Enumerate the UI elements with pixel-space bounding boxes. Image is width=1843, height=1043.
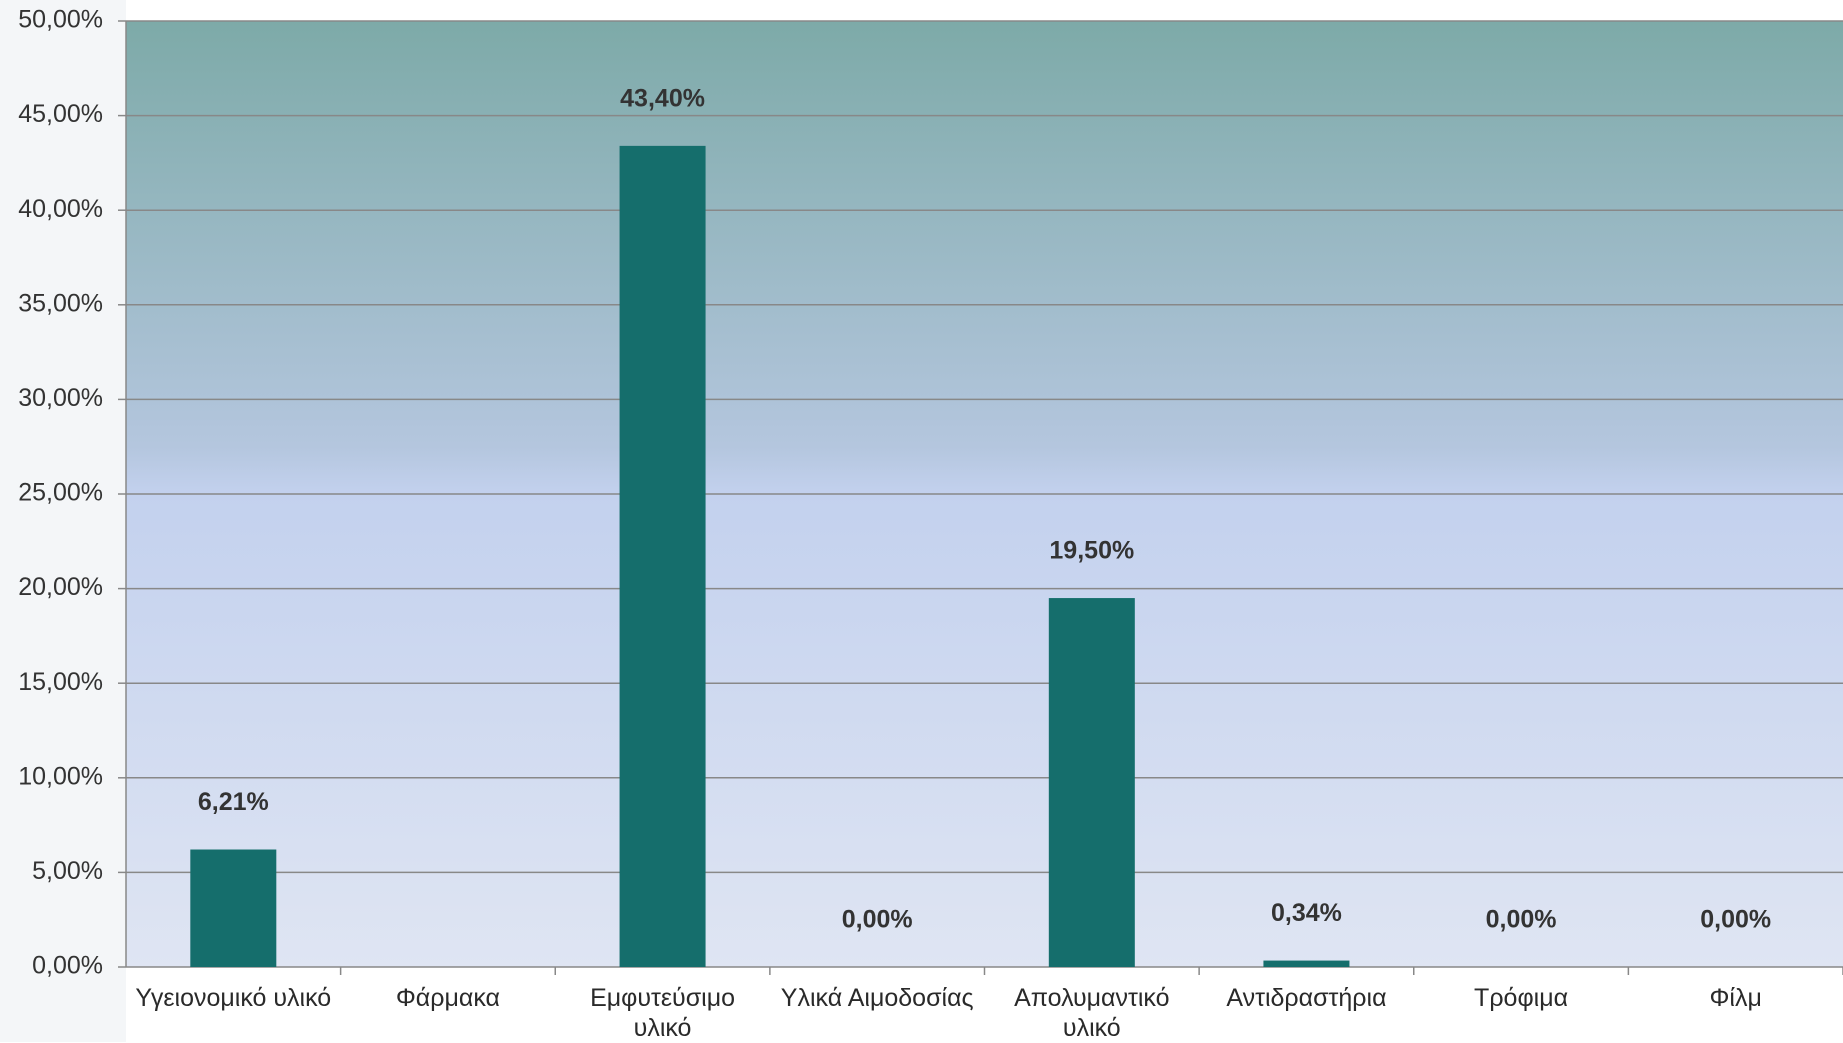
y-tick-label: 15,00% xyxy=(18,668,103,696)
data-label: 0,34% xyxy=(1271,899,1342,927)
x-tick-label: Φάρμακα xyxy=(395,984,500,1012)
data-label: 0,00% xyxy=(1486,906,1557,934)
bar xyxy=(190,849,277,967)
x-tick-label: Υγειονομικό υλικό xyxy=(135,984,332,1012)
data-label: 0,00% xyxy=(842,906,913,934)
y-tick-label: 40,00% xyxy=(18,195,103,223)
data-label: 43,40% xyxy=(620,84,705,112)
bar xyxy=(1263,960,1350,967)
bar xyxy=(619,145,706,967)
y-tick-label: 5,00% xyxy=(32,857,103,885)
x-tick-label: Εμφυτεύσιμο υλικό xyxy=(590,984,736,1042)
x-tick-label: Απολυμαντικό υλικό xyxy=(1014,984,1170,1042)
y-tick-label: 35,00% xyxy=(18,289,103,317)
y-tick-label: 0,00% xyxy=(32,952,103,980)
x-tick-label: Υλικά Αιμοδοσίας xyxy=(780,984,974,1012)
data-label: 0,00% xyxy=(1700,906,1771,934)
data-label: 19,50% xyxy=(1049,537,1134,565)
y-tick-label: 20,00% xyxy=(18,573,103,601)
x-tick-label: Αντιδραστήρια xyxy=(1226,984,1387,1012)
y-tick-label: 45,00% xyxy=(18,100,103,128)
x-tick-label: Τρόφιμα xyxy=(1474,984,1569,1012)
y-tick-label: 25,00% xyxy=(18,479,103,507)
data-label: 6,21% xyxy=(198,788,269,816)
x-tick-label: Φίλμ xyxy=(1709,984,1762,1012)
y-tick-label: 30,00% xyxy=(18,384,103,412)
axis-background xyxy=(0,0,126,1042)
y-tick-label: 10,00% xyxy=(18,762,103,790)
bar xyxy=(1048,598,1135,967)
y-tick-label: 50,00% xyxy=(18,6,103,34)
